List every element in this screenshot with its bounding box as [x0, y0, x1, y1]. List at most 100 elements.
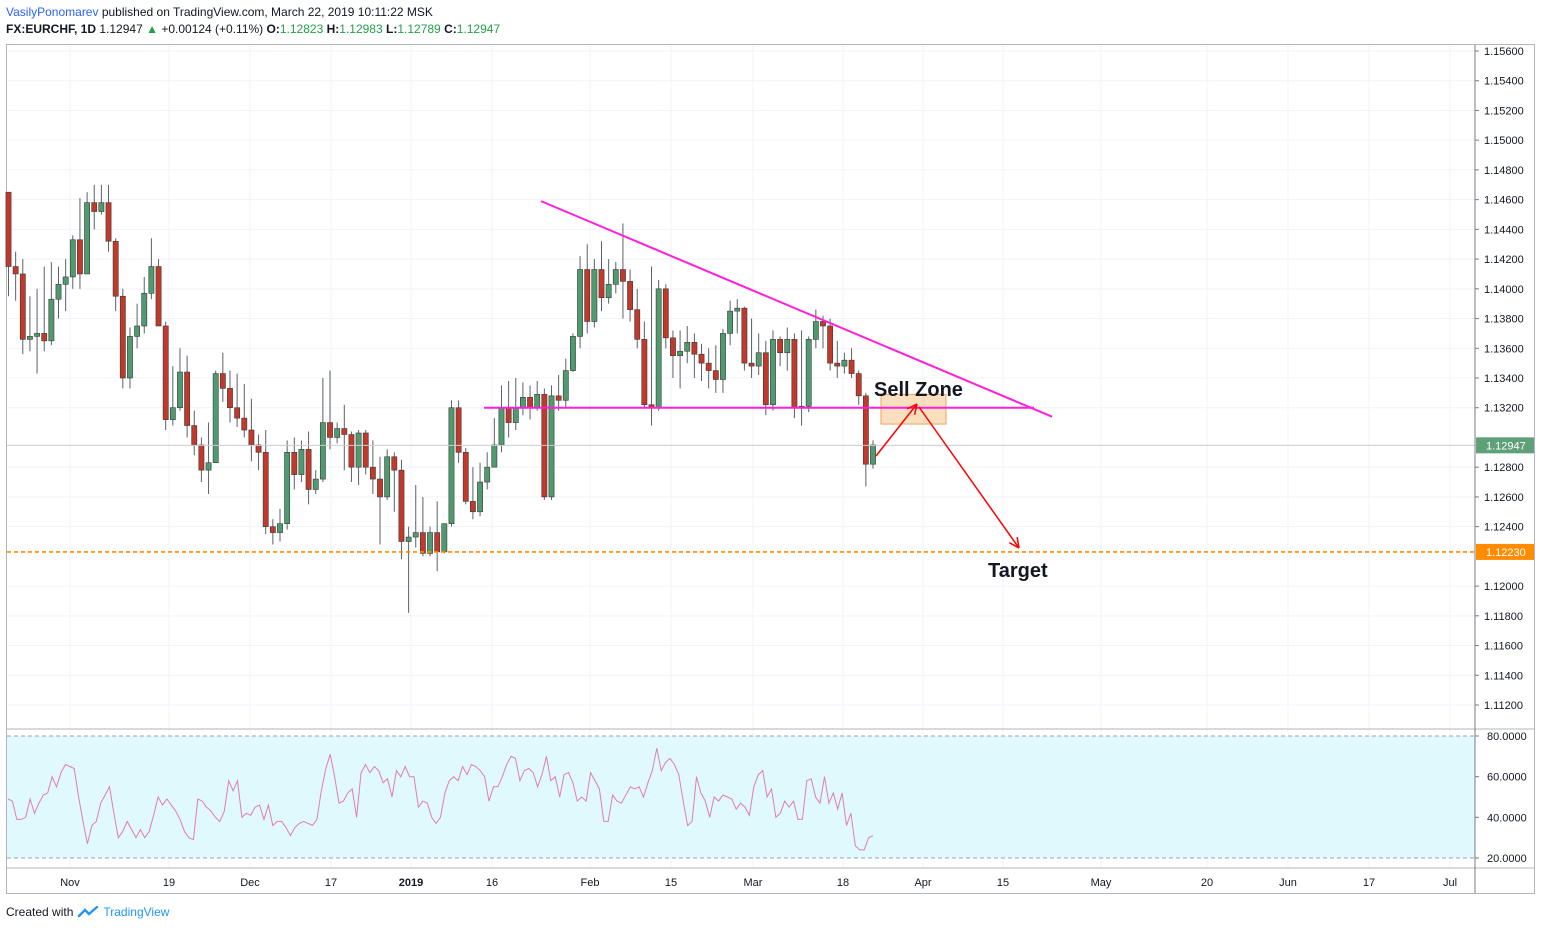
time-tick-label: Nov	[60, 877, 80, 889]
candle-body	[862, 395, 869, 465]
candle-bull	[141, 276, 148, 334]
candle-body	[141, 292, 148, 327]
candle-body	[712, 370, 719, 380]
candle-bear	[434, 501, 441, 572]
candle-body	[584, 269, 591, 322]
time-axis[interactable]: Nov 19 Dec 17 2019 16 Feb 15 Mar 18 Apr 15 May 20 Jun 1…	[60, 877, 1457, 889]
candle-body	[84, 202, 90, 275]
candle-bear	[162, 321, 169, 431]
rsi-tick-label: 80.0000	[1487, 731, 1527, 743]
candle-body	[98, 202, 105, 212]
candle-bull	[512, 378, 519, 431]
target-arrow-head	[1009, 542, 1020, 549]
candle-body	[548, 395, 555, 498]
candle-body	[184, 371, 191, 426]
price-tick-label: 1.13400	[1484, 373, 1524, 385]
candle-bull	[27, 296, 33, 352]
candle-bull	[448, 400, 455, 527]
candle-body	[405, 536, 412, 542]
candle-body	[534, 394, 541, 409]
candle-bear	[834, 340, 841, 378]
candle-body	[291, 452, 298, 475]
candle-bull	[284, 440, 291, 530]
candle-body	[834, 362, 841, 367]
candle-body	[691, 342, 698, 355]
rsi-tick-label: 20.0000	[1487, 853, 1527, 865]
candle-bull	[577, 256, 583, 349]
candle-body	[677, 350, 683, 357]
candle-bear	[41, 266, 48, 352]
retest-arrow-head	[913, 403, 918, 415]
candle-body	[662, 288, 669, 339]
time-tick-label: Mar	[744, 877, 763, 889]
candle-body	[870, 444, 876, 465]
candle-body	[455, 407, 462, 453]
candle-bear	[598, 241, 605, 312]
candle-body	[155, 266, 162, 327]
candle-bull	[655, 279, 662, 411]
candle-body	[784, 339, 791, 354]
price-tick-label: 1.12400	[1484, 522, 1524, 534]
candle-body	[391, 456, 398, 471]
rsi-band-fill	[7, 736, 1475, 858]
candle-body	[741, 307, 748, 364]
rsi-axis[interactable]: 80.0000 60.0000 40.0000 20.0000	[1475, 731, 1527, 865]
descending-trendline[interactable]	[540, 200, 1053, 418]
candle-bull	[770, 330, 776, 411]
candle-bull	[562, 358, 569, 408]
candle-body	[69, 239, 76, 278]
candle-body	[412, 532, 419, 538]
candle-bear	[419, 496, 426, 557]
candle-bull	[277, 508, 283, 542]
price-grid	[7, 45, 1534, 869]
candle-bear	[670, 330, 676, 378]
candle-body	[562, 370, 569, 401]
candle-bull	[134, 303, 141, 349]
candle-body	[841, 359, 848, 367]
candle-bull	[684, 325, 691, 364]
created-with-text: Created with	[6, 905, 74, 919]
time-tick-label: 19	[163, 877, 175, 889]
candle-bull	[312, 470, 319, 494]
time-tick-label: 15	[665, 877, 677, 889]
author-link[interactable]: VasilyPonomarev	[6, 5, 99, 19]
time-tick-label: Dec	[240, 877, 260, 889]
candle-body	[48, 298, 55, 342]
candle-body	[169, 407, 176, 420]
candle-body	[748, 362, 755, 367]
retest-arrow[interactable]	[875, 403, 918, 457]
candle-bull	[591, 259, 598, 328]
price-axis[interactable]: 1.15600 1.15400 1.15200 1.15000 1.14800 1.146…	[1474, 45, 1534, 893]
tradingview-brand-link[interactable]: TradingView	[103, 905, 170, 919]
candle-bull	[441, 523, 448, 554]
price-tick-label: 1.14000	[1484, 284, 1524, 296]
candle-bear	[762, 340, 769, 416]
candle-body	[527, 397, 533, 409]
candle-bull	[727, 300, 734, 346]
candle-bull	[298, 440, 305, 483]
candle-body	[284, 452, 291, 524]
time-tick-label: 20	[1201, 877, 1213, 889]
candle-body	[434, 532, 441, 553]
candle-body	[205, 462, 212, 471]
candle-bear	[462, 447, 469, 505]
candle-body	[398, 469, 405, 542]
rsi-line	[7, 748, 874, 851]
rsi-tick-label: 60.0000	[1487, 772, 1527, 784]
drawings-layer: Sell Zone Target	[7, 200, 1475, 582]
time-tick-label: 17	[325, 877, 337, 889]
candle-body	[762, 352, 769, 406]
rsi-tick-label: 40.0000	[1487, 812, 1527, 824]
candle-body	[341, 428, 348, 435]
candle-body	[605, 284, 612, 299]
rsi-band	[7, 735, 1475, 859]
time-tick-label: Feb	[581, 877, 600, 889]
target-arrow[interactable]	[918, 406, 1020, 549]
candle-bear	[255, 434, 262, 471]
high-value: 1.12983	[339, 22, 383, 36]
candle-body	[298, 449, 305, 475]
candle-bull	[169, 366, 176, 426]
candle-body	[55, 284, 62, 300]
price-tick-label: 1.13200	[1484, 403, 1524, 415]
